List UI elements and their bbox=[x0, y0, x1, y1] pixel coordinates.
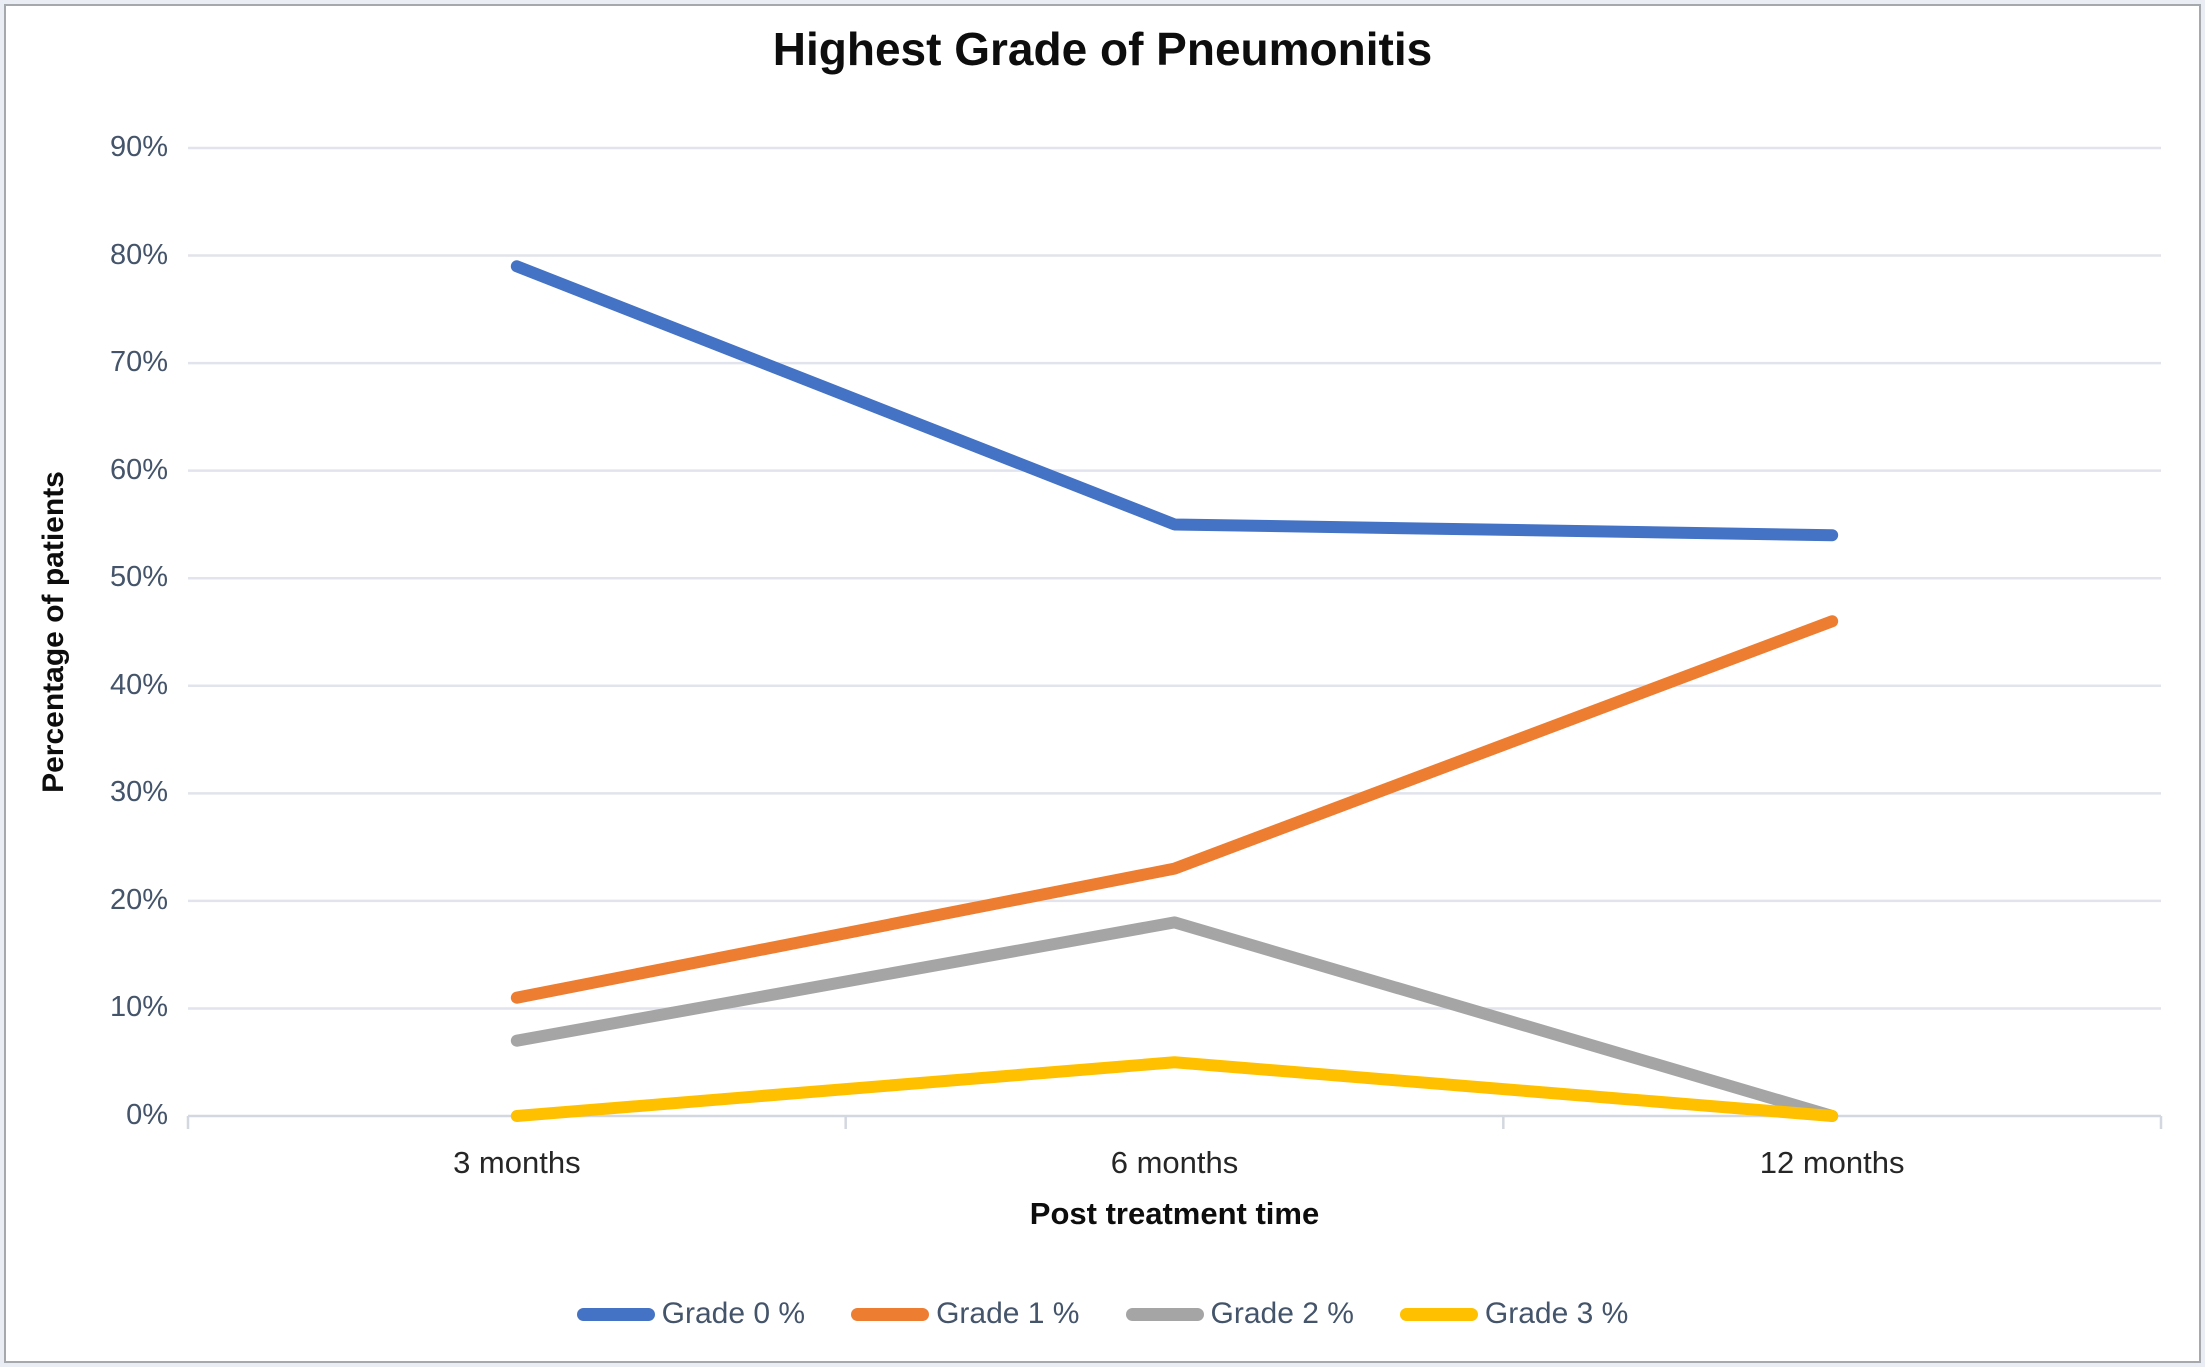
legend-swatch-icon bbox=[851, 1307, 930, 1321]
series-line-grade-2 bbox=[510, 916, 1839, 1122]
x-axis-title: Post treatment time bbox=[1029, 1196, 1320, 1231]
series-line-grade-3 bbox=[510, 1056, 1839, 1122]
legend-item-grade-1: Grade 1 % bbox=[851, 1297, 1080, 1331]
y-tick-label: 70% bbox=[109, 346, 168, 379]
y-tick-label: 10% bbox=[109, 991, 168, 1024]
legend: Grade 0 % Grade 1 % Grade 2 % Grade 3 % bbox=[0, 1292, 2205, 1336]
legend-label: Grade 3 % bbox=[1484, 1297, 1629, 1330]
x-tick-label: 12 months bbox=[1759, 1145, 1905, 1180]
legend-item-grade-3: Grade 3 % bbox=[1399, 1297, 1629, 1331]
y-tick-label: 80% bbox=[109, 238, 168, 271]
legend-label: Grade 0 % bbox=[661, 1297, 806, 1330]
y-tick-label: 30% bbox=[109, 776, 168, 809]
legend-swatch-icon bbox=[1125, 1307, 1204, 1321]
series-line-grade-1 bbox=[510, 615, 1839, 1004]
x-tick-label: 6 months bbox=[1110, 1145, 1239, 1180]
legend-swatch-icon bbox=[576, 1307, 655, 1321]
x-tick-label: 3 months bbox=[453, 1145, 581, 1180]
legend-swatch-icon bbox=[1399, 1307, 1478, 1321]
legend-item-grade-0: Grade 0 % bbox=[576, 1297, 806, 1331]
y-tick-label: 50% bbox=[109, 561, 168, 594]
legend-label: Grade 1 % bbox=[936, 1297, 1080, 1330]
y-tick-label: 90% bbox=[109, 131, 168, 163]
series-line-grade-0 bbox=[510, 260, 1839, 542]
y-axis-title: Percentage of patients bbox=[37, 471, 70, 793]
legend-label: Grade 2 % bbox=[1210, 1297, 1354, 1330]
y-tick-label: 60% bbox=[109, 453, 168, 486]
y-tick-label: 20% bbox=[109, 883, 168, 916]
legend-item-grade-2: Grade 2 % bbox=[1125, 1297, 1354, 1331]
y-tick-label: 0% bbox=[126, 1099, 168, 1131]
chart-title: Highest Grade of Pneumonitis bbox=[772, 23, 1433, 75]
y-tick-label: 40% bbox=[109, 668, 168, 701]
